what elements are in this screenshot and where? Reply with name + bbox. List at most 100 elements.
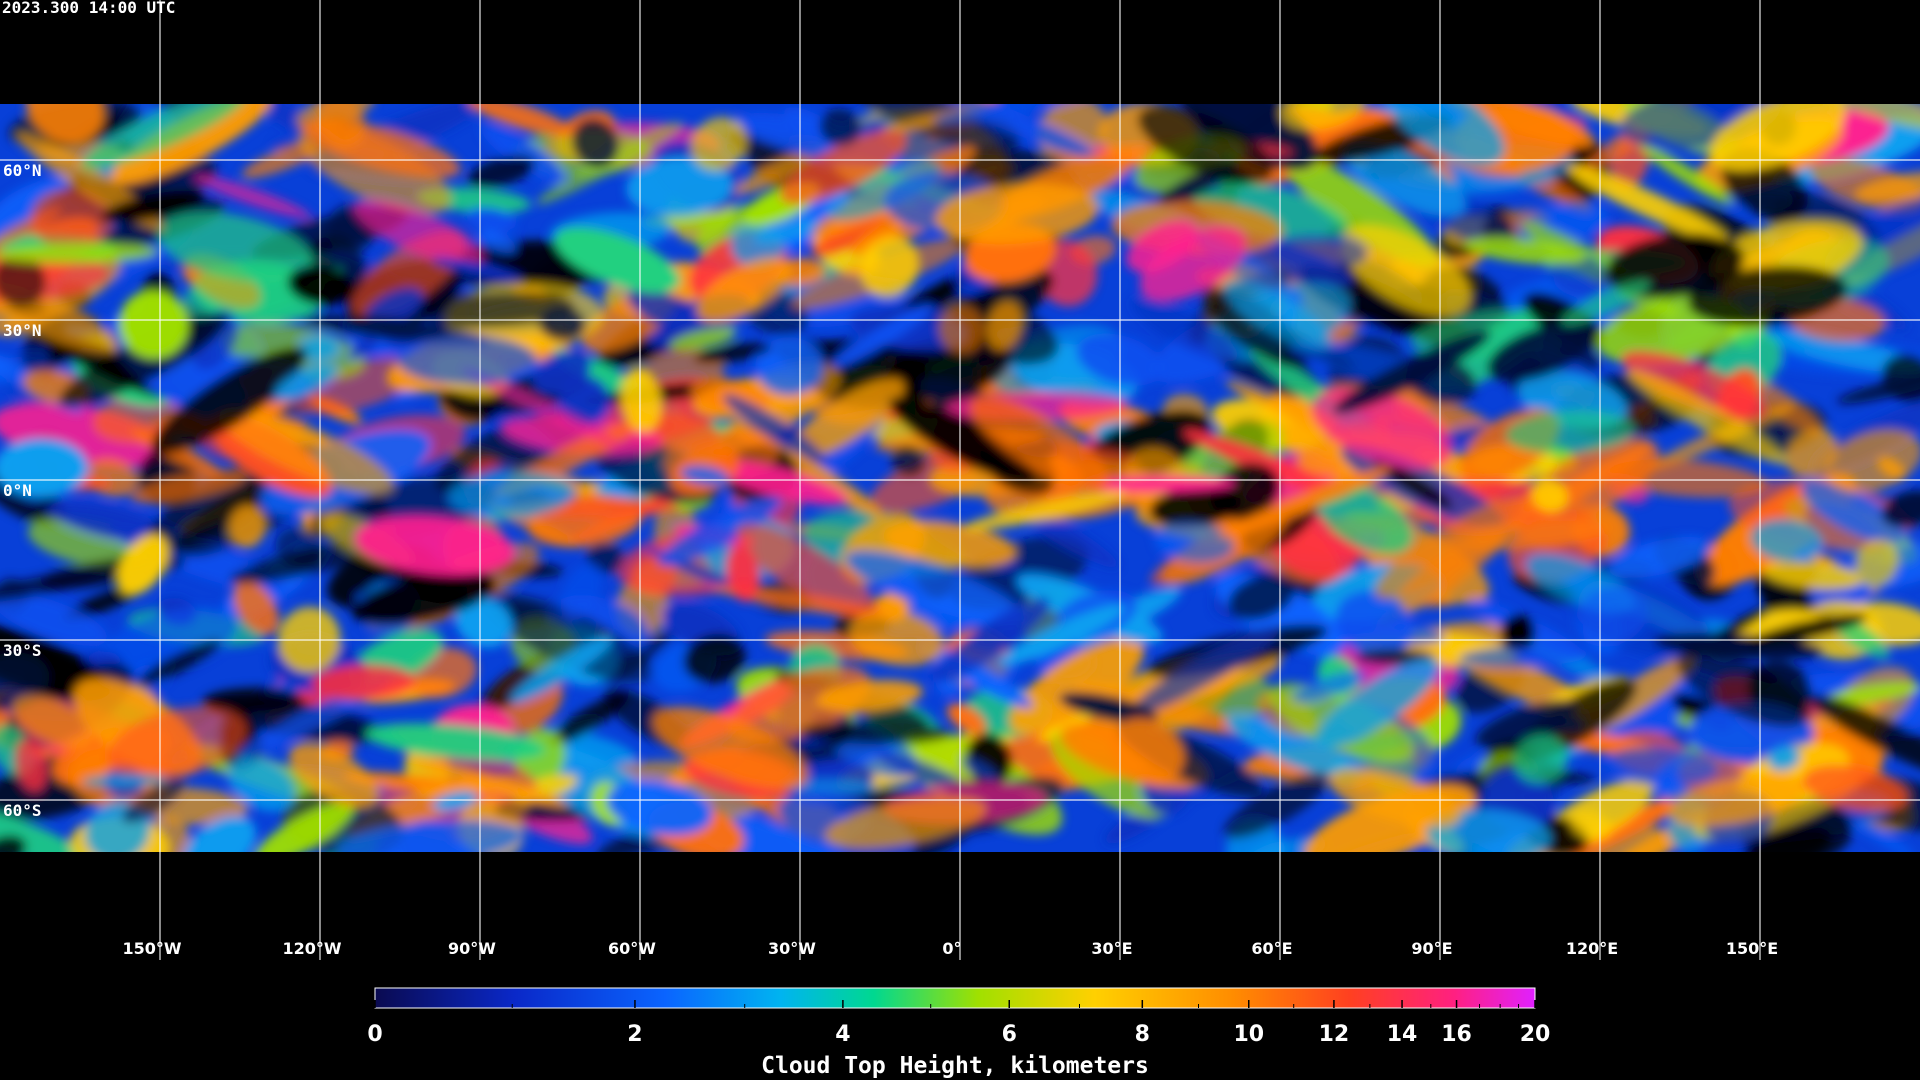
cloud-blob	[889, 397, 1036, 484]
cloud-blob	[466, 104, 574, 137]
cloud-blob	[49, 501, 173, 544]
cloud-blob	[1742, 826, 1831, 852]
cloud-blob	[1750, 518, 1823, 563]
cloud-blob	[1620, 350, 1766, 420]
cloud-blob	[1335, 591, 1413, 658]
cloud-blob	[652, 706, 809, 790]
cloud-blob	[1821, 682, 1920, 705]
longitude-label: 0°	[942, 939, 961, 958]
cloud-blob	[0, 243, 158, 264]
graticule: 60°N 30°N 0°N 30°S 60°S 150°W 120°W 90°W 60°W 30°…	[0, 0, 1920, 960]
cloud-blob	[0, 802, 92, 852]
cloud-blob	[233, 580, 280, 636]
cloud-blob	[1192, 182, 1348, 243]
cloud-blob	[432, 257, 521, 281]
cloud-blob	[1531, 479, 1568, 513]
latitude-label: 30°N	[3, 321, 42, 340]
cloud-blob	[710, 459, 848, 505]
cloud-blob	[1762, 561, 1862, 590]
cloud-blob	[478, 229, 517, 254]
cloud-blob	[1316, 483, 1413, 555]
cloud-blob	[227, 757, 296, 812]
cloud-blob	[1126, 219, 1198, 273]
cloud-blob	[1569, 809, 1612, 841]
colorbar-tick-label: 20	[1520, 1022, 1551, 1047]
cloud-blob	[696, 257, 792, 323]
colorbar-ramp	[374, 987, 1536, 1009]
cloud-blob	[1499, 614, 1536, 653]
cloud-blob	[986, 300, 1023, 351]
cloud-blob	[1505, 410, 1635, 455]
cloud-blob	[287, 265, 356, 306]
cloud-blob	[1808, 694, 1920, 781]
colorbar-tick-label: 16	[1441, 1022, 1472, 1047]
cloud-blob	[1566, 164, 1730, 243]
cloud-blob	[298, 335, 340, 362]
cloud-blob	[1441, 518, 1614, 551]
cloud-blob	[117, 534, 169, 596]
cloud-blob	[288, 743, 379, 809]
cloud-blob	[64, 585, 143, 621]
cloud-blob	[418, 291, 576, 327]
cloud-blob	[1059, 692, 1158, 724]
cloud-blob	[723, 394, 828, 465]
cloud-blob	[137, 640, 221, 685]
cloud-blob	[1328, 768, 1461, 828]
cloud-blob	[824, 796, 987, 849]
cloud-blob	[510, 636, 613, 703]
cloud-blob	[348, 337, 377, 360]
cloud-blob	[1608, 536, 1713, 578]
cloud-blob	[30, 188, 112, 252]
cloud-blob	[467, 155, 535, 188]
cloud-blob	[1854, 171, 1920, 202]
cloud-blob	[730, 224, 785, 269]
cloud-blob	[1767, 746, 1801, 771]
cloud-blob	[1183, 429, 1351, 499]
cloud-blob	[1458, 645, 1590, 668]
colorbar: Cloud Top Height, kilometers 0 2 4 6 8 10 12 14…	[367, 987, 1551, 1079]
cloud-blob	[1228, 574, 1295, 620]
cloud-blob	[970, 396, 1109, 490]
cloud-blob	[571, 117, 620, 169]
cloud-blob	[228, 505, 267, 548]
cloud-blob	[825, 159, 941, 221]
cloud-blob	[1110, 717, 1185, 784]
cloud-blob	[1836, 370, 1920, 404]
cloud-blob	[102, 190, 205, 223]
cloud-blob	[336, 819, 523, 852]
cloud-blob	[92, 605, 238, 684]
cloud-blob	[1008, 637, 1145, 734]
cloud-blob	[1131, 297, 1239, 362]
cloud-blob	[1607, 459, 1768, 498]
cloud-blob	[539, 306, 586, 342]
cloud-blob	[1406, 357, 1477, 405]
colorbar-tick-label: 4	[835, 1022, 850, 1047]
cloud-blob	[1855, 539, 1899, 588]
timestamp: 2023.300 14:00 UTC	[2, 0, 175, 17]
latitude-label: 60°N	[3, 161, 42, 180]
cloud-blob	[1280, 104, 1366, 131]
cloud-blob	[466, 207, 517, 231]
longitude-label: 120°W	[282, 939, 341, 958]
cloud-blob	[800, 721, 950, 745]
cloud-blob	[626, 156, 733, 217]
cloud-blob	[1881, 490, 1920, 528]
cloud-blob	[1747, 613, 1868, 646]
cloud-blob	[193, 174, 312, 219]
cloud-blob	[316, 104, 366, 149]
cloud-blob	[1149, 486, 1241, 528]
cloud-blob	[1223, 772, 1329, 839]
cloud-blob	[960, 756, 998, 782]
colorbar-tick-label: 12	[1319, 1022, 1350, 1047]
cloud-blob	[311, 664, 415, 700]
cloud-blob	[779, 130, 907, 205]
cloud-blob	[693, 343, 772, 364]
cloud-blob	[658, 495, 782, 567]
cloud-blob	[461, 367, 622, 447]
cloud-blob	[0, 835, 27, 852]
colorbar-title: Cloud Top Height, kilometers	[761, 1053, 1149, 1079]
cloud-blob	[620, 367, 662, 433]
cloud-blob	[891, 445, 926, 477]
longitude-label: 90°W	[448, 939, 496, 958]
